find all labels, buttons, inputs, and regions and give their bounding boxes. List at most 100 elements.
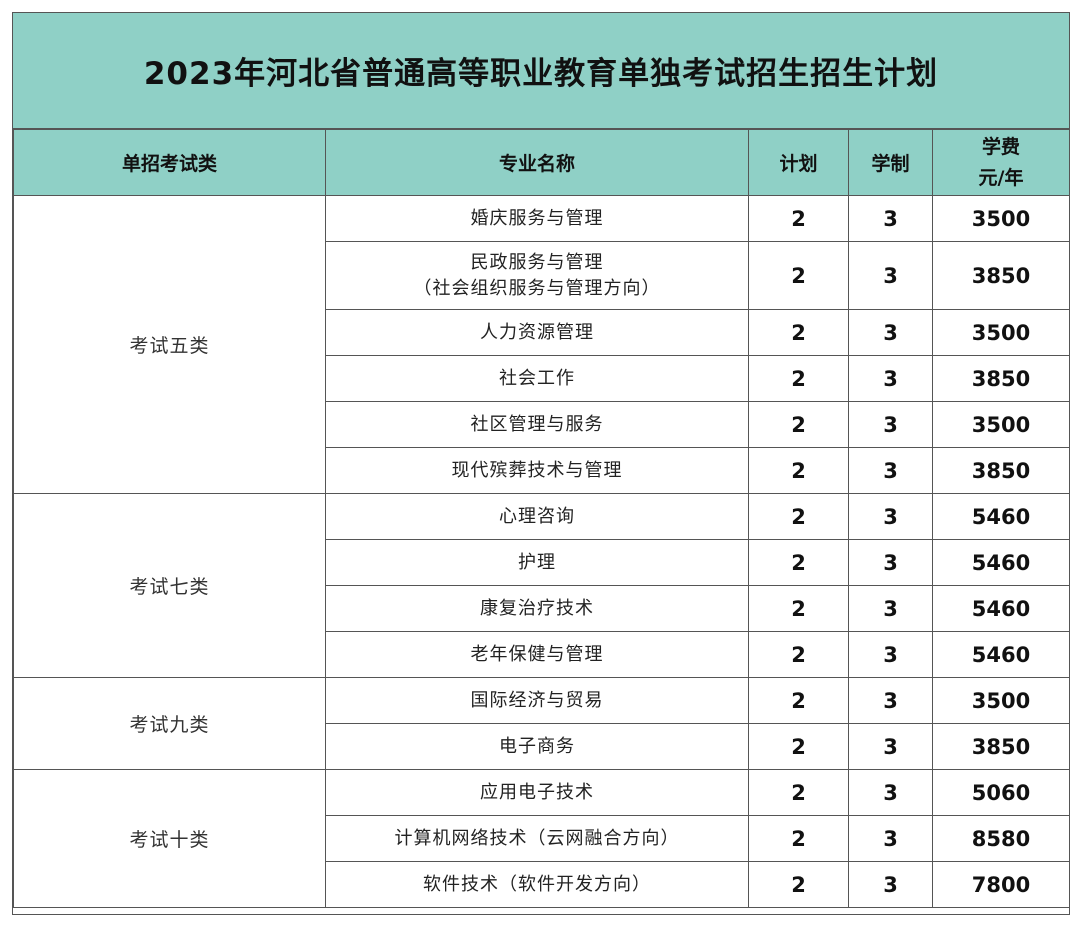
- enrollment-table: 单招考试类 专业名称 计划 学制 学费 元/年 考试五类 婚庆服务与管理 2 3 3500…: [13, 129, 1070, 908]
- table-row: 康复治疗技术 2 3 5460: [14, 585, 1070, 632]
- duration-cell: 3: [848, 861, 933, 908]
- major-name: 国际经济与贸易: [470, 689, 604, 711]
- plan-cell: 2: [748, 585, 849, 632]
- duration-cell: 3: [848, 769, 933, 816]
- table-header-row: 单招考试类 专业名称 计划 学制 学费元/年: [13, 129, 1070, 196]
- table-row: 考试五类 婚庆服务与管理 2 3 3500: [13, 195, 1070, 494]
- fee-cell: 3850: [932, 447, 1070, 494]
- plan-cell: 2: [748, 355, 849, 402]
- exam-category-cell: 考试九类: [13, 677, 326, 770]
- table-row: 现代殡葬技术与管理 2 3 3850: [14, 447, 1070, 494]
- duration-cell: 3: [848, 585, 933, 632]
- plan-cell: 2: [748, 677, 849, 724]
- major-name-cell: 社会工作: [325, 355, 749, 402]
- major-name-cell: 老年保健与管理: [325, 631, 749, 678]
- exam-category-cell: 考试十类: [13, 769, 326, 908]
- fee-cell: 5460: [932, 631, 1070, 678]
- fee-cell: 7800: [932, 861, 1070, 908]
- table-row: 考试七类 心理咨询 2 3 5460: [13, 493, 1070, 678]
- major-name-cell: 国际经济与贸易: [325, 677, 749, 724]
- major-name: 护理: [518, 551, 556, 573]
- header-fee: 学费元/年: [932, 129, 1070, 196]
- fee-cell: 3850: [932, 355, 1070, 402]
- major-name: 心理咨询: [499, 505, 575, 527]
- major-name-cell: 人力资源管理: [325, 309, 749, 356]
- table-row: 考试十类 应用电子技术 2 3 5060: [13, 769, 1070, 908]
- duration-cell: 3: [848, 493, 933, 540]
- duration-cell: 3: [848, 309, 933, 356]
- fee-cell: 3850: [932, 241, 1070, 310]
- major-name: 应用电子技术: [480, 781, 594, 803]
- plan-cell: 2: [748, 493, 849, 540]
- plan-cell: 2: [748, 861, 849, 908]
- table-row: 民政服务与管理 （社会组织服务与管理方向） 2 3 3850: [14, 241, 1070, 310]
- major-name-cell: 应用电子技术: [325, 769, 749, 816]
- exam-category-cell: 考试五类: [13, 195, 326, 494]
- major-name: 电子商务: [499, 735, 575, 757]
- plan-cell: 2: [748, 401, 849, 448]
- major-name-cell: 护理: [325, 539, 749, 586]
- fee-cell: 3850: [932, 723, 1070, 770]
- fee-cell: 3500: [932, 309, 1070, 356]
- plan-cell: 2: [748, 195, 849, 242]
- fee-cell: 3500: [932, 195, 1070, 242]
- plan-cell: 2: [748, 447, 849, 494]
- major-name: 康复治疗技术: [480, 597, 594, 619]
- table-body: 考试五类 婚庆服务与管理 2 3 3500 民政服务与管理 （社会组织服务与管理方向） 2 3 3…: [13, 195, 1070, 908]
- header-duration: 学制: [848, 129, 933, 196]
- fee-cell: 3500: [932, 401, 1070, 448]
- major-name-cell: 软件技术（软件开发方向）: [325, 861, 749, 908]
- header-major: 专业名称: [325, 129, 749, 196]
- fee-cell: 5460: [932, 585, 1070, 632]
- duration-cell: 3: [848, 355, 933, 402]
- major-name: 婚庆服务与管理: [470, 207, 604, 229]
- plan-cell: 2: [748, 723, 849, 770]
- fee-cell: 3500: [932, 677, 1070, 724]
- duration-cell: 3: [848, 447, 933, 494]
- table-row: 社会工作 2 3 3850: [14, 355, 1070, 402]
- major-name: 老年保健与管理: [470, 643, 604, 665]
- header-fee-line2: 元/年: [978, 166, 1024, 189]
- table-row: 社区管理与服务 2 3 3500: [14, 401, 1070, 448]
- page-title: 2023年河北省普通高等职业教育单独考试招生招生计划: [13, 13, 1069, 129]
- major-name-cell: 社区管理与服务: [325, 401, 749, 448]
- duration-cell: 3: [848, 723, 933, 770]
- major-name: 社会工作: [499, 367, 575, 389]
- duration-cell: 3: [848, 195, 933, 242]
- major-name: 民政服务与管理: [470, 251, 604, 273]
- table-row: 电子商务 2 3 3850: [14, 723, 1070, 770]
- fee-cell: 5460: [932, 493, 1070, 540]
- table-row: 人力资源管理 2 3 3500: [14, 309, 1070, 356]
- table-row: 考试九类 国际经济与贸易 2 3 3500: [13, 677, 1070, 770]
- major-name: 软件技术（软件开发方向）: [423, 873, 651, 895]
- major-name: 现代殡葬技术与管理: [451, 459, 623, 481]
- enrollment-plan-sheet: 2023年河北省普通高等职业教育单独考试招生招生计划 单招考试类 专业名称 计划…: [12, 12, 1070, 915]
- duration-cell: 3: [848, 815, 933, 862]
- duration-cell: 3: [848, 401, 933, 448]
- major-name-cell: 民政服务与管理 （社会组织服务与管理方向）: [325, 241, 749, 310]
- major-name-cell: 计算机网络技术（云网融合方向）: [325, 815, 749, 862]
- duration-cell: 3: [848, 677, 933, 724]
- major-name-cell: 康复治疗技术: [325, 585, 749, 632]
- plan-cell: 2: [748, 241, 849, 310]
- duration-cell: 3: [848, 631, 933, 678]
- plan-cell: 2: [748, 815, 849, 862]
- header-category: 单招考试类: [13, 129, 326, 196]
- header-plan: 计划: [748, 129, 849, 196]
- major-name: 社区管理与服务: [470, 413, 604, 435]
- plan-cell: 2: [748, 631, 849, 678]
- exam-category-cell: 考试七类: [13, 493, 326, 678]
- duration-cell: 3: [848, 539, 933, 586]
- major-name: 计算机网络技术（云网融合方向）: [394, 827, 680, 849]
- plan-cell: 2: [748, 539, 849, 586]
- plan-cell: 2: [748, 309, 849, 356]
- fee-cell: 5060: [932, 769, 1070, 816]
- table-row: 计算机网络技术（云网融合方向） 2 3 8580: [14, 815, 1070, 862]
- major-name-cell: 现代殡葬技术与管理: [325, 447, 749, 494]
- major-name-cell: 婚庆服务与管理: [325, 195, 749, 242]
- duration-cell: 3: [848, 241, 933, 310]
- table-row: 软件技术（软件开发方向） 2 3 7800: [14, 861, 1070, 908]
- header-fee-line1: 学费: [981, 135, 1020, 158]
- table-row: 老年保健与管理 2 3 5460: [14, 631, 1070, 678]
- fee-cell: 8580: [932, 815, 1070, 862]
